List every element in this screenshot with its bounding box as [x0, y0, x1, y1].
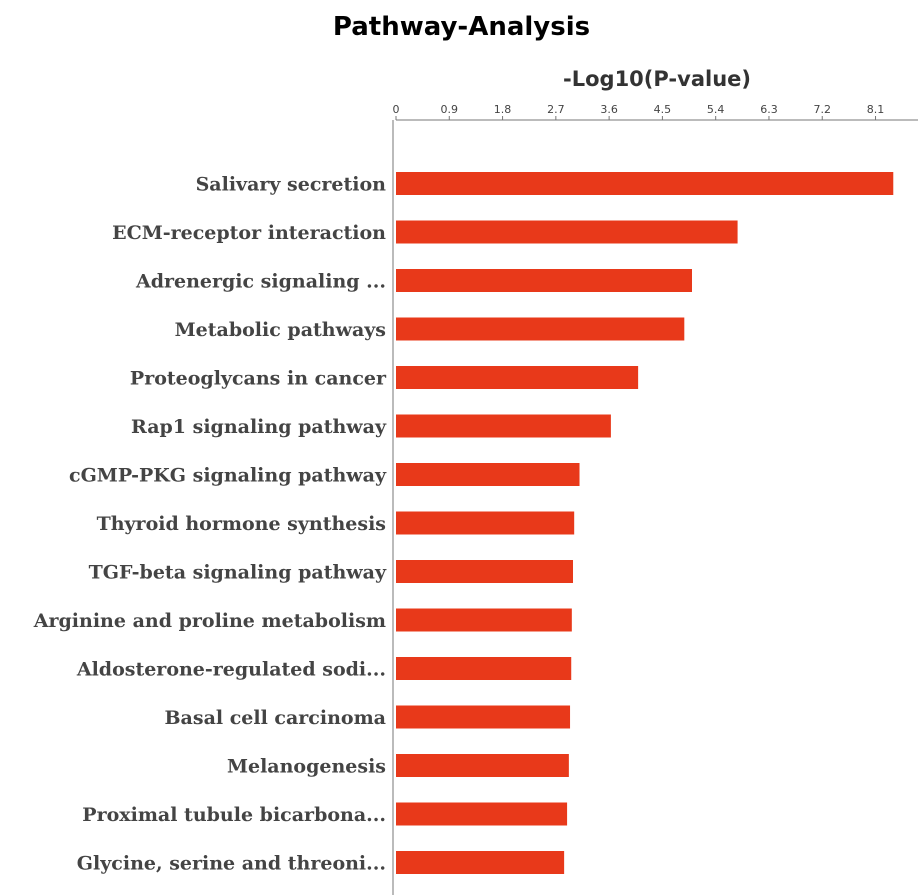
- category-label: Adrenergic signaling ...: [135, 271, 386, 293]
- category-label: Thyroid hormone synthesis: [97, 513, 386, 535]
- x-tick-label: 2.7: [547, 103, 565, 116]
- category-label: ECM-receptor interaction: [112, 222, 386, 244]
- bars: [396, 172, 894, 874]
- bar: [396, 172, 894, 195]
- bar: [396, 317, 685, 341]
- bar: [396, 414, 611, 438]
- x-tick-label: 0: [393, 103, 400, 116]
- bar: [396, 463, 580, 486]
- category-label: cGMP-PKG signaling pathway: [69, 465, 387, 487]
- bar: [396, 705, 571, 729]
- bar: [396, 608, 572, 632]
- bar: [396, 657, 572, 680]
- x-tick-label: 6.3: [760, 103, 778, 116]
- bar: [396, 269, 692, 292]
- x-tick-label: 1.8: [494, 103, 512, 116]
- x-tick-label: 5.4: [707, 103, 725, 116]
- category-label: Proximal tubule bicarbona...: [82, 804, 386, 826]
- chart-title: Pathway-Analysis: [332, 12, 591, 42]
- category-label: Melanogenesis: [227, 756, 386, 778]
- category-label: Salivary secretion: [196, 174, 387, 196]
- category-label: Glycine, serine and threoni...: [77, 853, 386, 875]
- bar: [396, 754, 569, 777]
- category-labels: Salivary secretion ECM-receptor interacti…: [33, 174, 387, 875]
- category-label: Metabolic pathways: [175, 319, 386, 341]
- bar: [396, 366, 639, 389]
- category-label: Arginine and proline metabolism: [33, 610, 386, 632]
- x-tick-label: 0.9: [441, 103, 459, 116]
- x-tick-label: 4.5: [654, 103, 672, 116]
- x-axis-label: -Log10(P-value): [563, 67, 751, 91]
- bar: [396, 220, 738, 244]
- category-label: Aldosterone-regulated sodi...: [76, 659, 386, 681]
- x-axis: 0 0.9 1.8 2.7 3.6 4.5 5.4 6.3 7.2 8.1: [392, 103, 918, 895]
- category-label: Rap1 signaling pathway: [131, 416, 387, 438]
- category-label: TGF-beta signaling pathway: [89, 562, 387, 584]
- bar: [396, 560, 574, 583]
- category-label: Basal cell carcinoma: [165, 707, 387, 729]
- bar: [396, 511, 575, 535]
- x-tick-label: 8.1: [867, 103, 885, 116]
- bar: [396, 851, 565, 874]
- bar: [396, 802, 568, 826]
- x-tick-label: 3.6: [600, 103, 618, 116]
- x-tick-label: 7.2: [813, 103, 831, 116]
- category-label: Proteoglycans in cancer: [130, 368, 387, 390]
